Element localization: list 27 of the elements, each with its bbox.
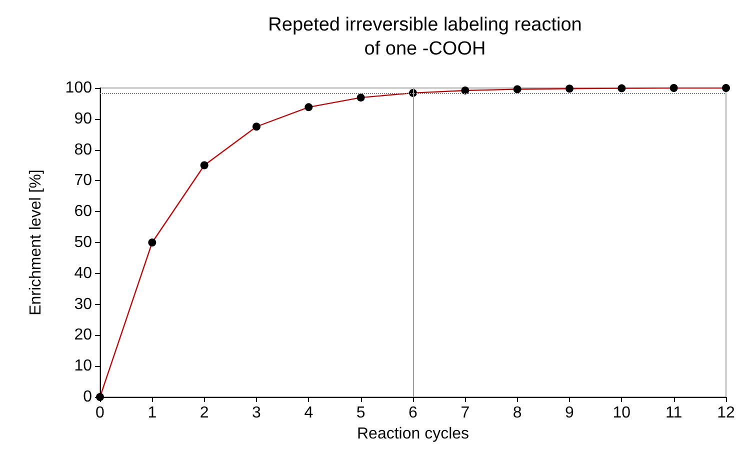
y-tick-label: 40 <box>74 264 92 282</box>
x-tick-label: 4 <box>304 404 314 422</box>
x-tick-label: 5 <box>356 404 366 422</box>
x-tick-label: 11 <box>666 404 682 422</box>
x-tick-label: 1 <box>148 404 157 422</box>
y-tick-label: 0 <box>83 388 92 406</box>
x-tick-label: 9 <box>565 404 574 422</box>
x-tick-label: 6 <box>408 404 418 422</box>
x-axis-title: Reaction cycles <box>356 425 470 442</box>
y-tick-label: 10 <box>74 358 92 375</box>
x-tick-label: 2 <box>200 404 209 422</box>
x-tick-label: 12 <box>717 404 735 422</box>
x-tick-label: 8 <box>512 404 522 422</box>
y-tick-label: 100 <box>65 80 92 96</box>
y-axis-title: Enrichment level [%] <box>28 170 44 316</box>
y-tick-label: 90 <box>74 110 92 128</box>
x-tick-label: 7 <box>460 404 470 422</box>
y-tick-label: 20 <box>74 326 92 344</box>
y-tick-label: 80 <box>74 141 92 158</box>
x-tick-label: 10 <box>612 404 631 422</box>
x-tick-label: 3 <box>252 404 262 422</box>
y-tick-label: 50 <box>74 234 92 251</box>
y-tick-label: 70 <box>74 172 92 190</box>
y-tick-label: 60 <box>74 203 92 220</box>
y-tick-label: 30 <box>74 296 92 313</box>
chart-title: Repeted irreversible labeling reaction of one -COOH <box>268 14 582 60</box>
x-tick-label: 0 <box>96 404 105 422</box>
